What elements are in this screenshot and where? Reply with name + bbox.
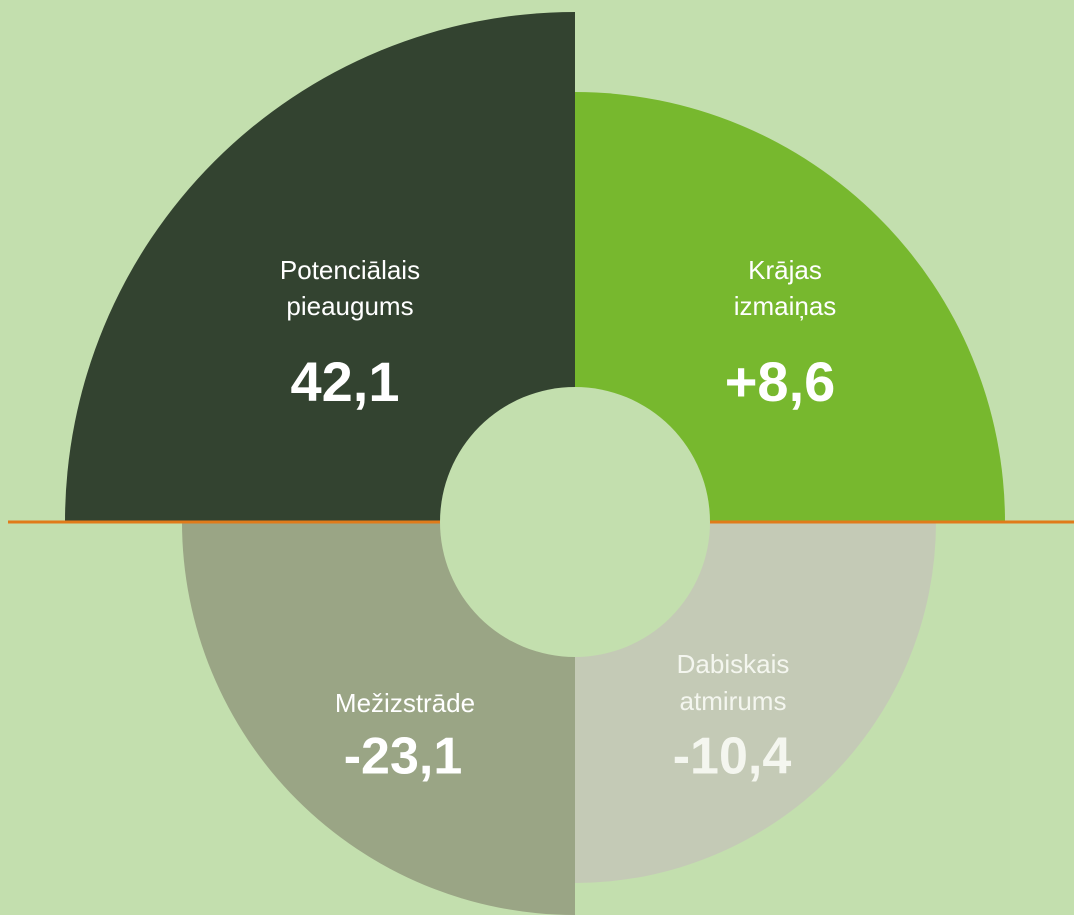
sector-top-right	[575, 92, 1005, 522]
segment-label: atmirums	[680, 686, 787, 716]
sector-bottom-left	[182, 522, 575, 915]
segment-label: izmaiņas	[734, 291, 837, 321]
center-hole	[440, 387, 710, 657]
segment-label: Mežizstrāde	[335, 688, 475, 718]
segment-label: Krājas	[748, 255, 822, 285]
segment-label: Dabiskais	[677, 649, 790, 679]
sector-top-left	[65, 12, 575, 522]
segment-value: 42,1	[291, 350, 400, 413]
segment-value: -10,4	[673, 728, 792, 786]
segment-label: pieaugums	[286, 291, 413, 321]
segment-value: -23,1	[344, 728, 463, 786]
segment-value: +8,6	[725, 350, 836, 413]
segment-label: Potenciālais	[280, 255, 420, 285]
